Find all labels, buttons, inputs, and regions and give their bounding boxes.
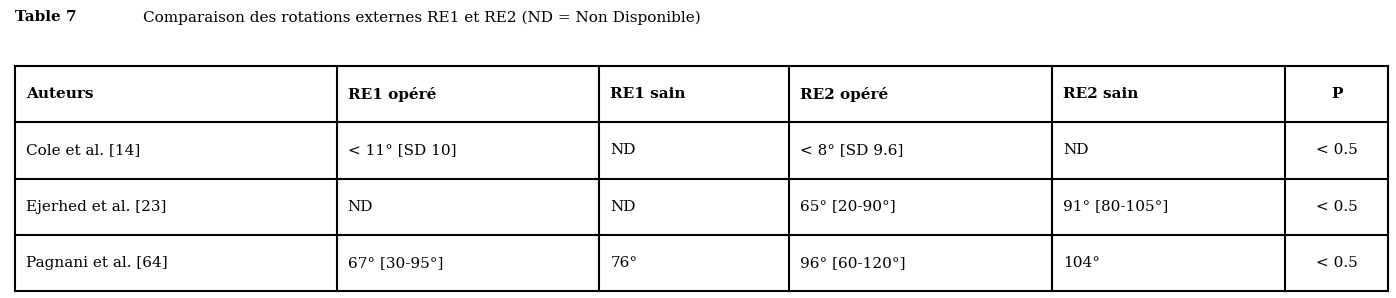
- Text: ND: ND: [610, 143, 637, 157]
- Text: RE1 opéré: RE1 opéré: [348, 87, 436, 102]
- Text: P: P: [1330, 87, 1343, 101]
- Text: < 0.5: < 0.5: [1315, 200, 1357, 214]
- Text: RE2 sain: RE2 sain: [1062, 87, 1138, 101]
- Text: ND: ND: [610, 200, 637, 214]
- Text: < 0.5: < 0.5: [1315, 143, 1357, 157]
- Text: Cole et al. [14]: Cole et al. [14]: [27, 143, 141, 157]
- Text: Table 7: Table 7: [15, 10, 77, 24]
- Text: < 8° [SD 9.6]: < 8° [SD 9.6]: [800, 143, 903, 157]
- Text: Comparaison des rotations externes RE1 et RE2 (ND = Non Disponible): Comparaison des rotations externes RE1 e…: [144, 10, 701, 25]
- Text: 104°: 104°: [1062, 256, 1100, 270]
- Text: Ejerhed et al. [23]: Ejerhed et al. [23]: [27, 200, 168, 214]
- Text: ND: ND: [1062, 143, 1089, 157]
- Text: Auteurs: Auteurs: [27, 87, 94, 101]
- Text: 96° [60-120°]: 96° [60-120°]: [800, 256, 906, 270]
- Text: Pagnani et al. [64]: Pagnani et al. [64]: [27, 256, 168, 270]
- Text: 67° [30-95°]: 67° [30-95°]: [348, 256, 443, 270]
- Text: RE2 opéré: RE2 opéré: [800, 87, 888, 102]
- Text: 91° [80-105°]: 91° [80-105°]: [1062, 200, 1168, 214]
- Text: ND: ND: [348, 200, 373, 214]
- Text: < 11° [SD 10]: < 11° [SD 10]: [348, 143, 456, 157]
- Text: 65° [20-90°]: 65° [20-90°]: [800, 200, 896, 214]
- Text: RE1 sain: RE1 sain: [610, 87, 685, 101]
- Text: < 0.5: < 0.5: [1315, 256, 1357, 270]
- Text: 76°: 76°: [610, 256, 638, 270]
